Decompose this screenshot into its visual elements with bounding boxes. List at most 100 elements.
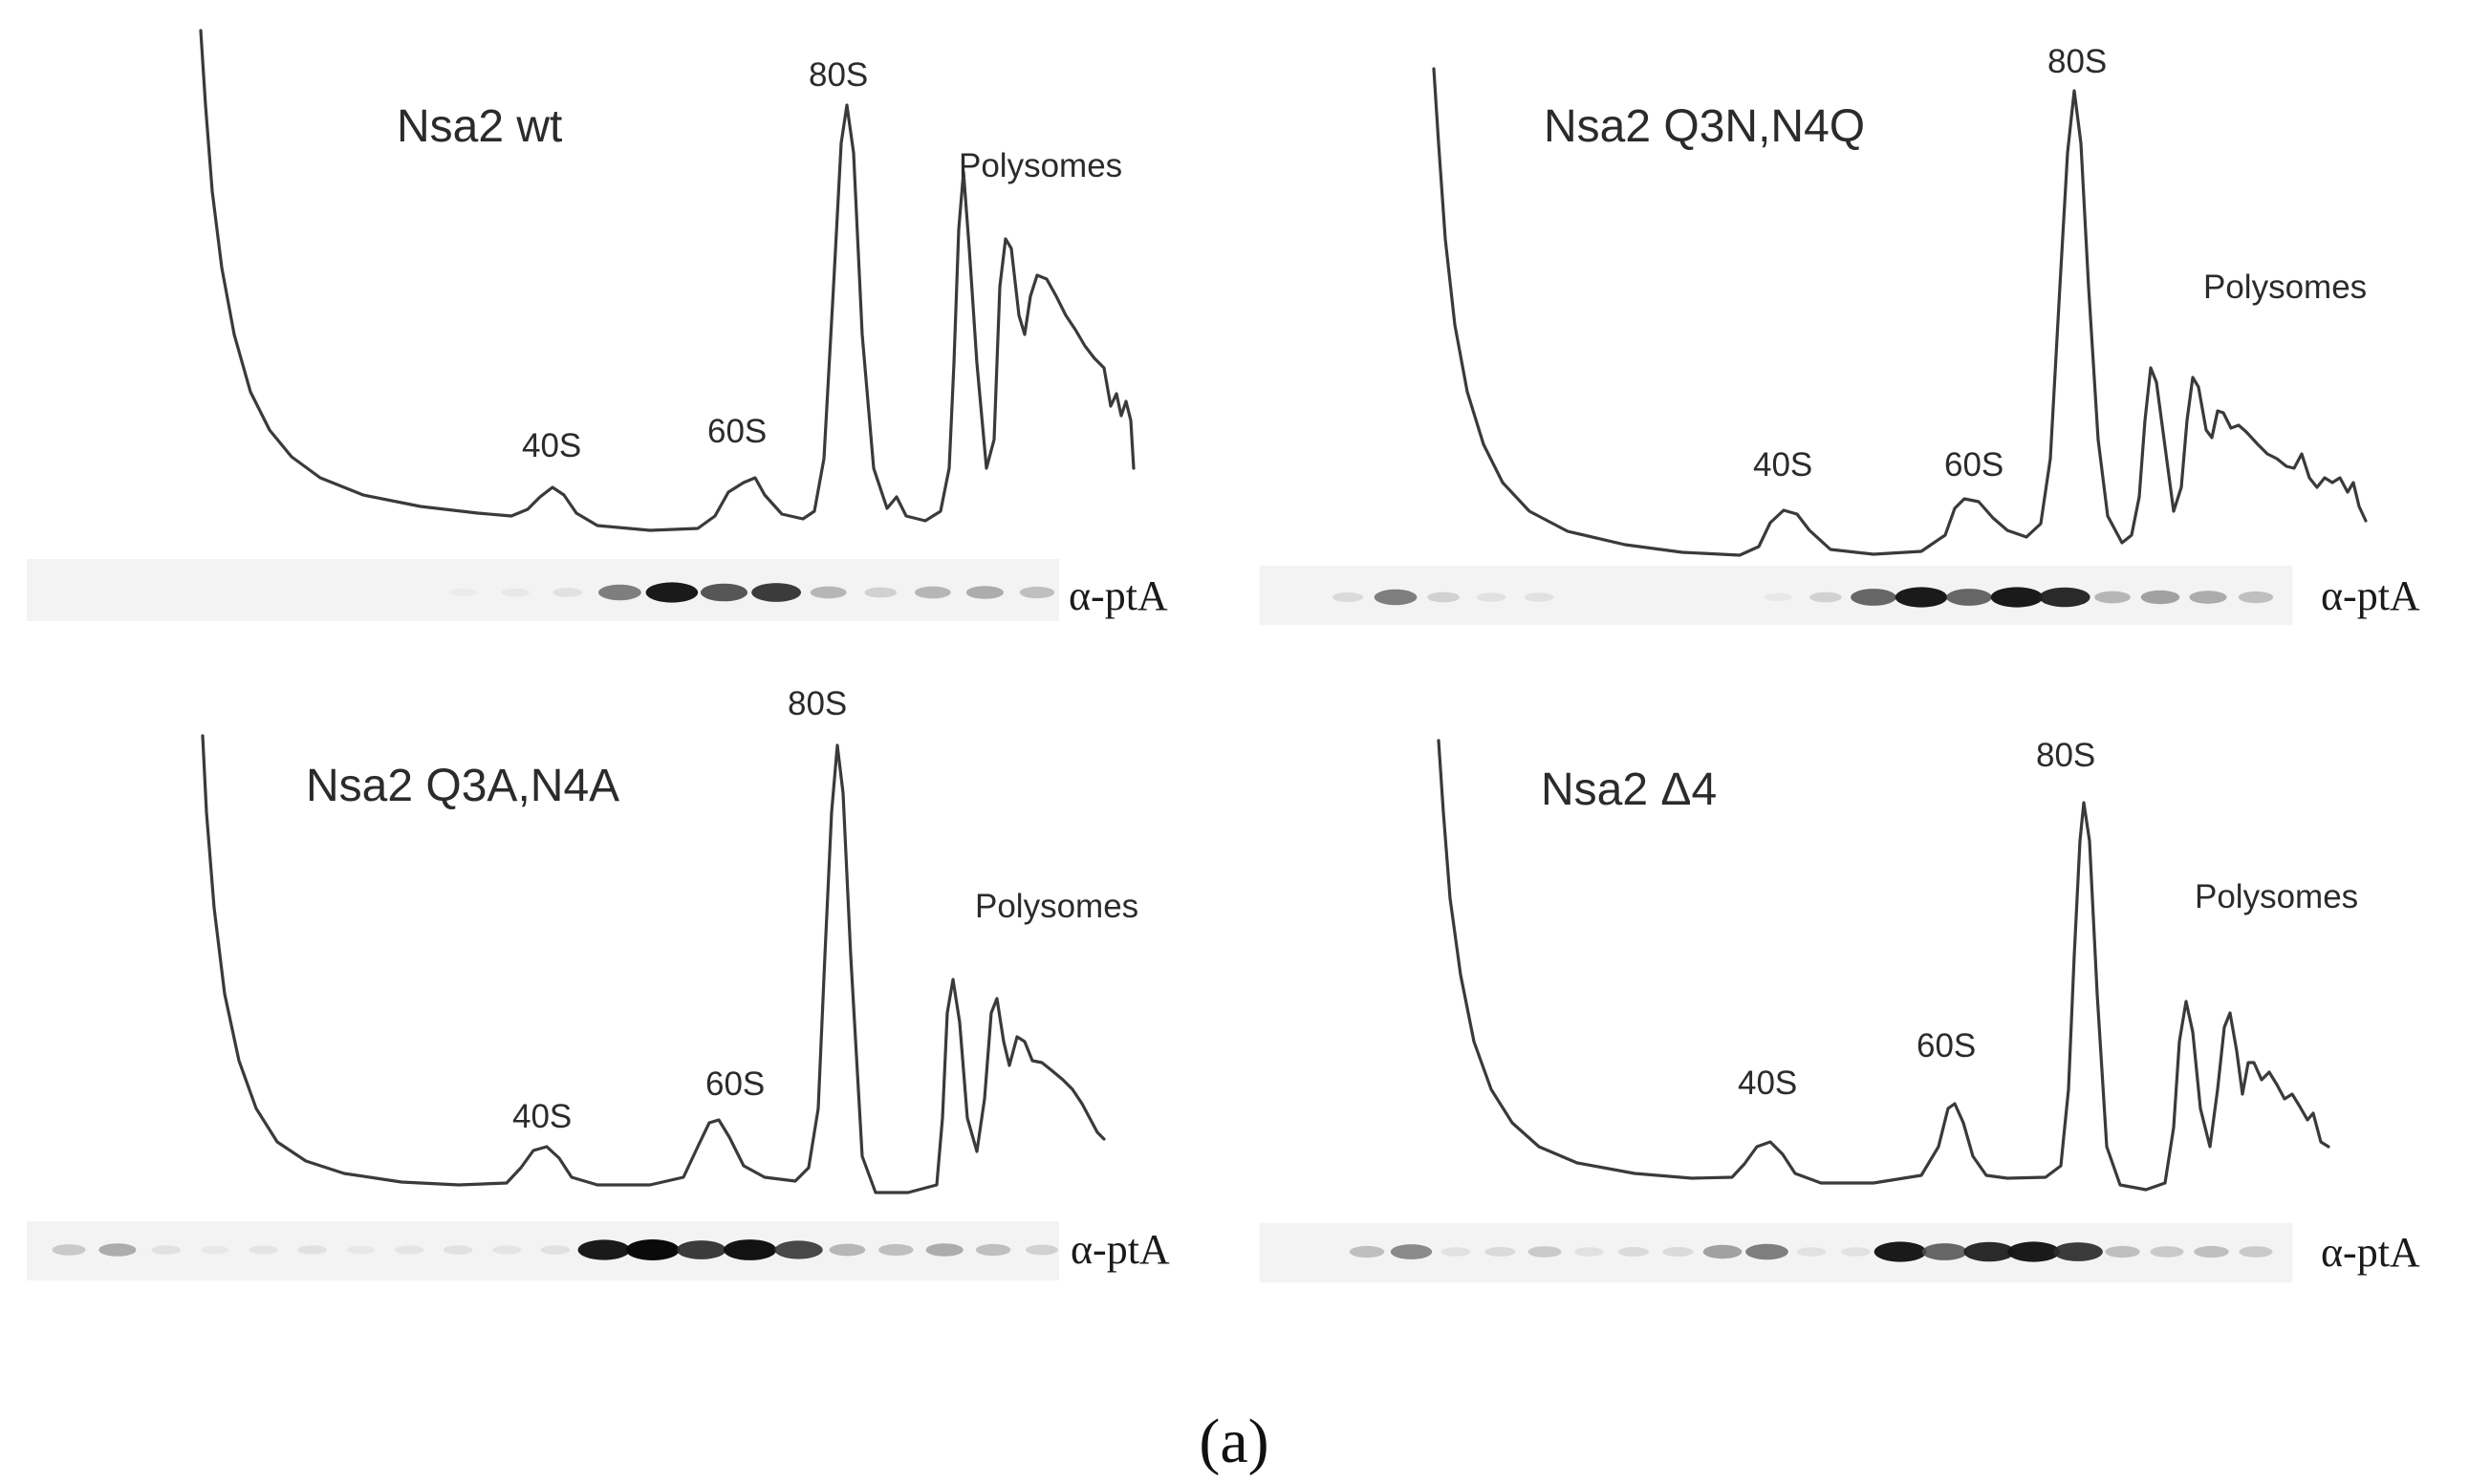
blot-band	[1662, 1247, 1694, 1257]
blot-band	[810, 586, 847, 599]
blot-band	[1019, 586, 1055, 599]
blot-band	[2239, 1246, 2273, 1258]
antibody-label: α-ptA	[2321, 572, 2420, 619]
blot-band	[1349, 1245, 1385, 1258]
blot-band	[1484, 1247, 1516, 1257]
blot-band	[552, 588, 583, 597]
blot-band	[395, 1245, 424, 1255]
blot-band	[249, 1245, 278, 1255]
blot-band	[2094, 591, 2131, 604]
panel-q3a-n4a: Nsa2 Q3A,N4A 40S 60S 80S Polysomes α-ptA	[27, 685, 1170, 1280]
blot-band	[914, 586, 951, 599]
blot-band	[1873, 1241, 1927, 1262]
blot-band	[1026, 1244, 1058, 1256]
blot-band	[1764, 592, 1792, 602]
blot-band	[501, 588, 530, 597]
blot-band	[151, 1245, 182, 1255]
blot-band	[52, 1244, 86, 1256]
peak-label-60s: 60S	[705, 1065, 765, 1103]
profile-trace-delta4	[1437, 739, 2330, 1192]
polysomes-label: Polysomes	[975, 888, 1138, 925]
blot-band	[1702, 1244, 1743, 1259]
blot-band	[965, 586, 1004, 599]
blot-band	[1574, 1247, 1604, 1257]
blot-band	[1963, 1241, 2015, 1262]
polysomes-label: Polysomes	[959, 147, 1122, 184]
blot-band	[645, 582, 699, 603]
blot-band	[443, 1245, 473, 1255]
blot-band	[701, 583, 747, 602]
blot-band	[540, 1245, 571, 1255]
peak-label-40s: 40S	[512, 1098, 572, 1135]
peak-label-80s: 80S	[788, 685, 847, 722]
peak-label-60s: 60S	[1944, 446, 2003, 484]
blot-band	[1390, 1244, 1433, 1259]
blot-band	[1946, 589, 1992, 606]
blot-band	[625, 1239, 680, 1260]
panel-title: Nsa2 Q3N,N4Q	[1544, 101, 1865, 152]
blot-band	[1841, 1247, 1871, 1257]
blot-band	[1332, 592, 1364, 602]
blot-band	[598, 584, 641, 601]
blot-band	[723, 1239, 777, 1260]
blot-band	[2039, 587, 2090, 608]
peak-label-40s: 40S	[1753, 446, 1812, 484]
antibody-label: α-ptA	[2321, 1229, 2420, 1276]
blot-band	[577, 1239, 631, 1260]
blot-band	[201, 1245, 229, 1255]
blot-band	[1374, 589, 1418, 606]
blot-band	[1745, 1243, 1788, 1260]
blot-band	[751, 583, 801, 602]
peak-label-80s: 80S	[2047, 43, 2107, 80]
peak-label-60s: 60S	[1917, 1027, 1976, 1065]
blot-band	[1990, 587, 2044, 608]
blot-band	[1427, 591, 1460, 603]
panel-q3n-n4q: Nsa2 Q3N,N4Q 40S 60S 80S Polysomes α-ptA	[1260, 43, 2420, 625]
blot-band	[1524, 592, 1554, 602]
panel-title: Nsa2 Δ4	[1541, 764, 1717, 815]
panel-delta4: Nsa2 Δ4 40S 60S 80S Polysomes α-ptA	[1260, 737, 2420, 1282]
blot-band	[2238, 591, 2274, 604]
blot-band	[492, 1245, 522, 1255]
blot-band	[1895, 587, 1948, 608]
blot-band	[1851, 589, 1896, 606]
blot-band	[1476, 592, 1506, 602]
blot-band	[2105, 1245, 2140, 1258]
panel-title: Nsa2 Q3A,N4A	[306, 761, 619, 811]
western-blot-strip	[27, 559, 1059, 621]
blot-band	[878, 1243, 914, 1257]
profile-trace-q3n-n4q	[1432, 67, 2368, 557]
figure-caption: (a)	[1199, 1407, 1268, 1476]
polysomes-label: Polysomes	[2203, 269, 2367, 306]
blot-band	[676, 1240, 726, 1259]
blot-band	[1796, 1247, 1827, 1257]
blot-band	[98, 1243, 137, 1257]
blot-band	[774, 1240, 823, 1259]
blot-band	[1527, 1246, 1562, 1258]
blot-band	[2189, 591, 2227, 604]
blot-band	[2007, 1241, 2060, 1262]
blot-band	[1921, 1243, 1968, 1260]
blot-band	[1617, 1247, 1650, 1257]
blot-band	[2140, 590, 2180, 605]
blot-band	[1440, 1247, 1471, 1257]
profile-trace-wt	[199, 29, 1136, 532]
panel-wt: Nsa2 wt 40S 60S 80S Polysomes α-ptA	[27, 29, 1168, 621]
peak-label-80s: 80S	[2036, 737, 2095, 774]
blot-band	[2053, 1242, 2103, 1261]
blot-band	[2194, 1245, 2229, 1258]
blot-band	[449, 588, 477, 597]
panel-title: Nsa2 wt	[397, 101, 562, 152]
peak-label-40s: 40S	[1738, 1065, 1797, 1102]
blot-band	[297, 1245, 327, 1255]
blot-band	[1809, 591, 1842, 603]
blot-band	[829, 1243, 866, 1257]
antibody-label: α-ptA	[1071, 1226, 1170, 1273]
antibody-label: α-ptA	[1069, 572, 1168, 619]
peak-label-60s: 60S	[707, 413, 767, 450]
profile-trace-q3a-n4a	[201, 734, 1106, 1194]
blot-band	[2150, 1246, 2184, 1258]
blot-band	[925, 1243, 964, 1257]
peak-label-40s: 40S	[522, 427, 581, 464]
